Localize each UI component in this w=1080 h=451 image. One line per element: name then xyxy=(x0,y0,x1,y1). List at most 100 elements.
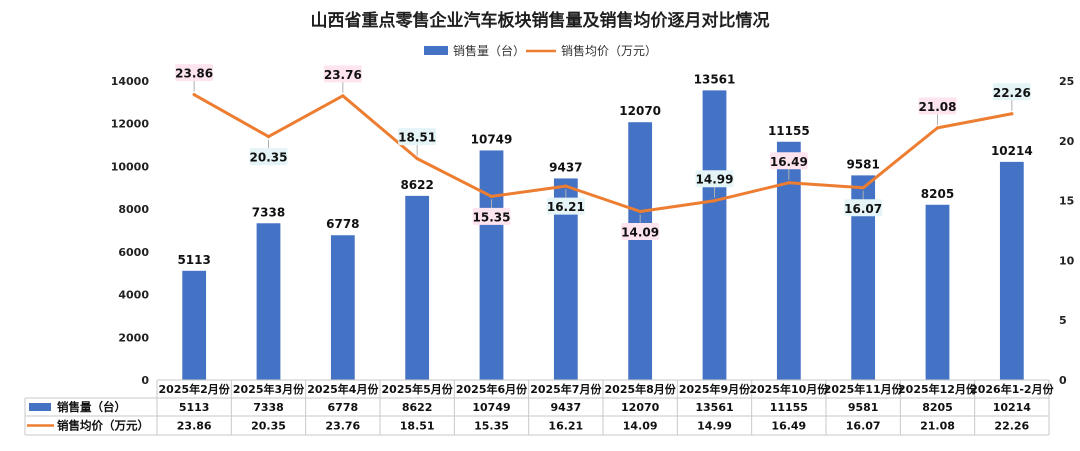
table-cell: 10749 xyxy=(472,401,510,414)
category-label: 2025年4月份 xyxy=(307,382,379,396)
legend-bar-label: 销售量（台） xyxy=(453,43,525,58)
line-point xyxy=(489,194,494,199)
bar xyxy=(851,175,876,380)
category-label: 2025年8月份 xyxy=(605,382,677,396)
left-axis-ticks: 0 2000 4000 6000 8000 10000 12000 14000 xyxy=(111,75,150,387)
line-value-label: 18.51 xyxy=(398,131,436,145)
left-tick-label: 8000 xyxy=(118,203,149,216)
table-cell: 5113 xyxy=(179,401,210,414)
bar xyxy=(256,223,281,380)
bar xyxy=(999,161,1024,380)
line-point xyxy=(712,199,717,203)
line-point xyxy=(564,184,568,188)
line-data-labels: 23.86 20.35 23.76 18.51 15.35 16.21 14.09 14.99… xyxy=(175,64,1031,240)
line-value-label: 22.26 xyxy=(993,86,1031,100)
line-label-box xyxy=(472,207,511,225)
right-tick-label: 15 xyxy=(1059,195,1074,208)
category-label: 2025年10月份 xyxy=(749,382,829,396)
bar-value-label: 9581 xyxy=(846,157,879,171)
line-point xyxy=(638,209,642,214)
line-point xyxy=(266,135,271,139)
table-cell: 23.86 xyxy=(177,420,212,433)
table-bar-swatch xyxy=(29,403,51,411)
table-cell: 14.99 xyxy=(697,420,732,433)
line-label-box xyxy=(918,97,957,115)
line-label-box xyxy=(695,170,734,188)
bar-value-label: 10214 xyxy=(991,144,1033,158)
table-cell: 6778 xyxy=(328,401,359,414)
bar-data-labels: 5113 7338 6778 8622 10749 9437 12070 13561 11155… xyxy=(177,72,1032,266)
table-cell: 11155 xyxy=(770,401,808,414)
bar-value-label: 7338 xyxy=(252,205,285,219)
right-tick-label: 20 xyxy=(1059,135,1075,148)
table-row-header: 销售均价（万元） xyxy=(57,419,149,433)
line-label-box xyxy=(398,128,437,146)
category-label: 2026年1-2月份 xyxy=(970,382,1054,396)
line-value-label: 20.35 xyxy=(250,151,288,165)
line-value-label: 14.99 xyxy=(696,173,734,187)
line-point xyxy=(415,157,419,161)
right-tick-label: 5 xyxy=(1059,314,1067,327)
bar-value-label: 8205 xyxy=(921,187,954,201)
bar xyxy=(479,150,504,380)
table-cell: 8205 xyxy=(922,401,953,414)
line-value-label: 16.07 xyxy=(844,202,882,216)
line-point xyxy=(787,181,791,185)
table-cell: 13561 xyxy=(695,401,733,414)
line-label-box xyxy=(546,197,585,215)
line-value-label: 15.35 xyxy=(473,210,511,224)
bar-value-label: 9437 xyxy=(549,160,582,174)
table-cell: 16.07 xyxy=(846,420,881,433)
category-label: 2025年2月份 xyxy=(159,382,231,396)
line-value-label: 14.09 xyxy=(621,225,659,239)
table-cell: 8622 xyxy=(402,401,433,414)
line-point xyxy=(1010,112,1014,116)
bar-value-label: 6778 xyxy=(326,217,359,231)
left-tick-label: 14000 xyxy=(111,75,150,88)
right-tick-label: 25 xyxy=(1059,75,1074,88)
left-tick-label: 6000 xyxy=(118,246,149,259)
left-tick-label: 4000 xyxy=(118,289,149,302)
line-value-label: 23.76 xyxy=(324,68,362,82)
line-label-box xyxy=(621,222,660,240)
table-cell: 23.76 xyxy=(325,420,360,433)
line-value-label: 16.49 xyxy=(770,155,808,169)
table-cell: 22.26 xyxy=(994,420,1029,433)
table-cell: 9581 xyxy=(848,401,879,414)
table-cell: 20.35 xyxy=(251,420,286,433)
price-line xyxy=(193,93,1013,213)
left-tick-label: 12000 xyxy=(111,118,150,131)
bar xyxy=(553,178,578,380)
bar-series xyxy=(182,90,1024,380)
left-tick-label: 10000 xyxy=(111,160,150,173)
table-cell: 7338 xyxy=(253,401,284,414)
line-label-box xyxy=(323,65,362,83)
line-label-box xyxy=(769,152,808,170)
table-cell: 16.21 xyxy=(548,420,583,433)
table-cell: 10214 xyxy=(993,401,1032,414)
bar-value-label: 8622 xyxy=(400,178,433,192)
line-point xyxy=(861,186,865,190)
bar xyxy=(702,90,727,380)
line-label-box xyxy=(249,148,288,166)
data-table: 2025年2月份 2025年3月份 2025年4月份 2025年5月份 2025年6月份… xyxy=(24,379,1055,436)
category-label: 2025年6月份 xyxy=(456,382,528,396)
line-point xyxy=(935,126,940,130)
line-point xyxy=(192,93,196,97)
table-cell: 18.51 xyxy=(400,420,435,433)
line-point xyxy=(341,94,345,98)
line-label-box xyxy=(844,199,883,217)
line-value-label: 16.21 xyxy=(547,200,585,214)
table-cell: 15.35 xyxy=(474,420,509,433)
legend-bar-swatch xyxy=(424,46,448,55)
table-cell: 12070 xyxy=(621,401,660,414)
category-label: 2025年7月份 xyxy=(530,382,602,396)
chart-title: 山西省重点零售企业汽车板块销售量及销售均价逐月对比情况 xyxy=(311,10,770,31)
category-label: 2025年5月份 xyxy=(382,382,454,396)
table-cell: 21.08 xyxy=(920,420,955,433)
bar xyxy=(182,270,207,380)
table-cell: 9437 xyxy=(551,401,582,414)
category-label: 2025年3月份 xyxy=(233,382,305,396)
